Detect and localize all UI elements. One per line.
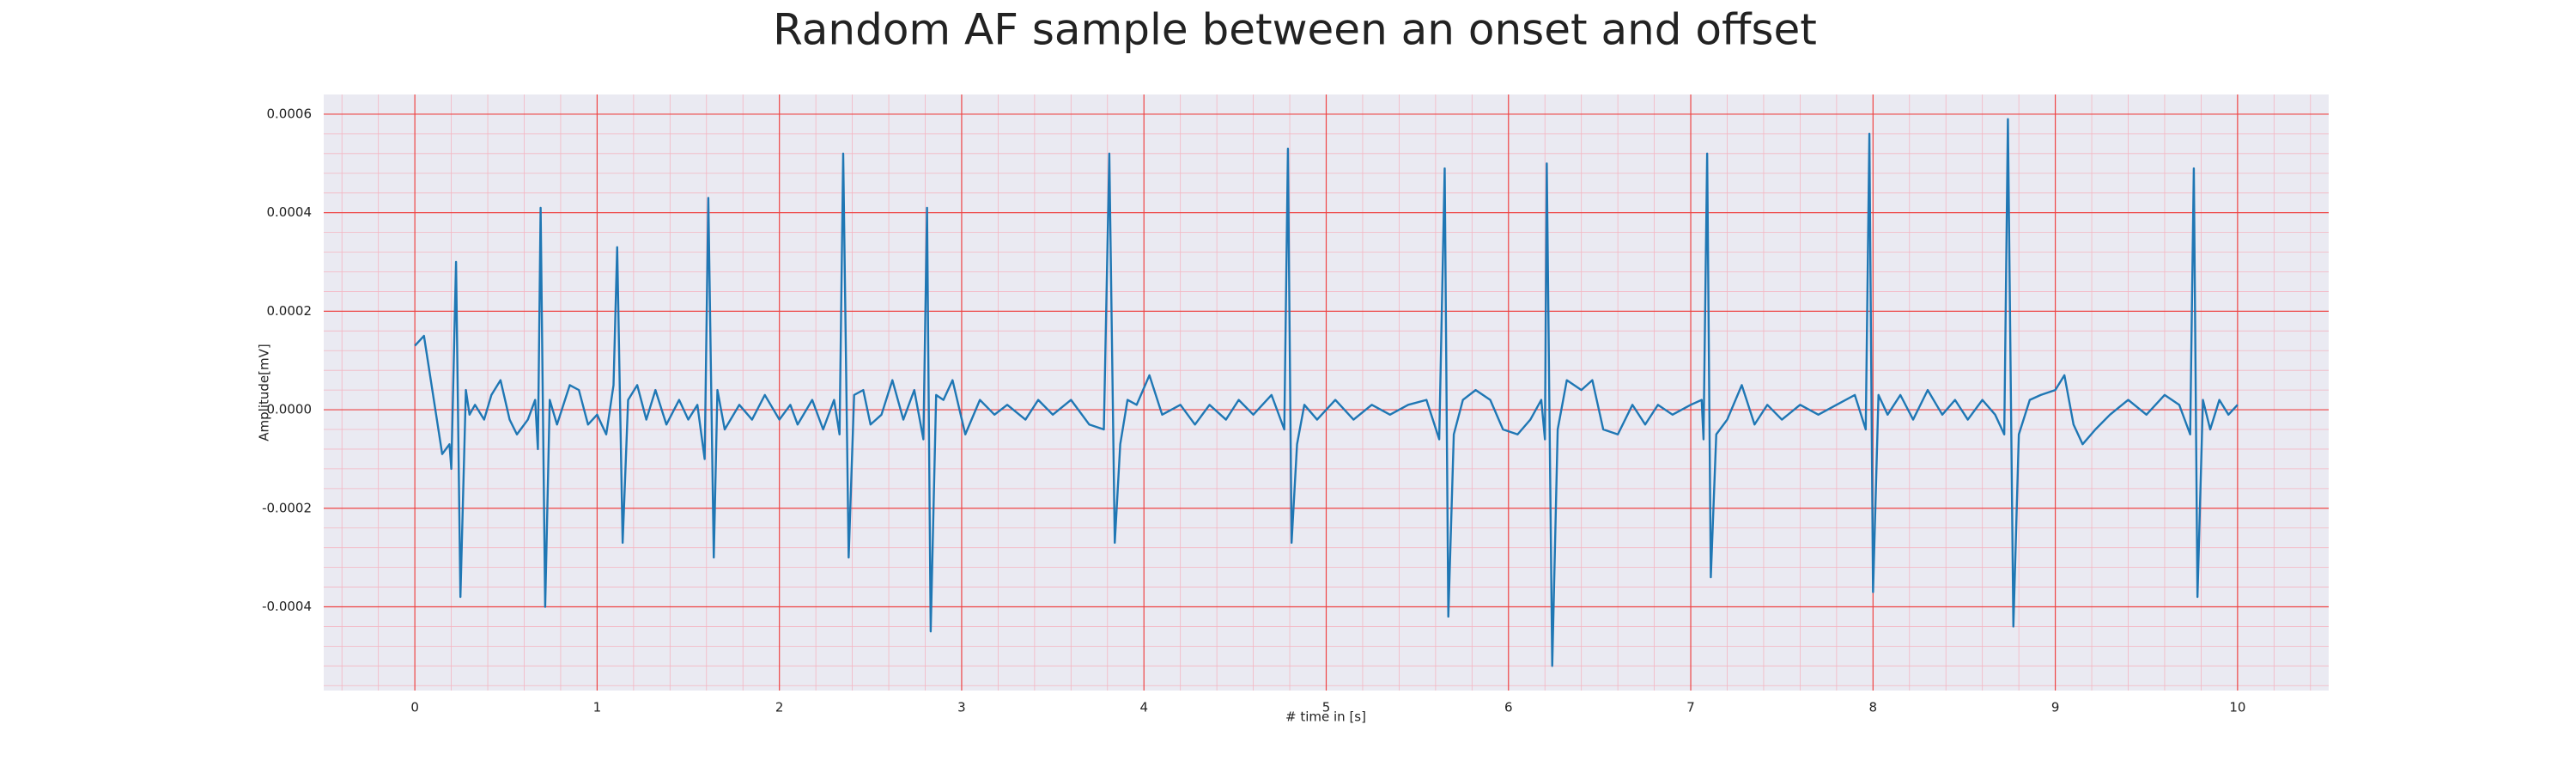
y-tick-label: 0.0004	[267, 204, 313, 220]
x-tick-label: 6	[1504, 700, 1513, 715]
x-tick-label: 10	[2229, 700, 2245, 715]
x-tick-label: 7	[1686, 700, 1695, 715]
x-tick-label: 3	[957, 700, 966, 715]
x-tick-label: 1	[593, 700, 602, 715]
y-tick-label: -0.0004	[262, 599, 312, 614]
signal-line	[414, 118, 2239, 667]
y-tick-label: 0.0000	[267, 402, 313, 417]
x-tick-label: 9	[2051, 700, 2060, 715]
y-axis-label: Amplitude[mV]	[257, 344, 272, 441]
x-tick-label: 2	[775, 700, 784, 715]
x-tick-label: 5	[1322, 700, 1331, 715]
x-tick-label: 4	[1139, 700, 1148, 715]
x-tick-label: 8	[1869, 700, 1878, 715]
chart-title: Random AF sample between an onset and of…	[773, 5, 1817, 55]
y-tick-label: 0.0006	[267, 106, 313, 121]
x-axis-label: # time in [s]	[1285, 709, 1366, 725]
x-tick-label: 0	[410, 700, 419, 715]
y-tick-label: 0.0002	[267, 303, 313, 319]
y-tick-label: -0.0002	[262, 500, 312, 515]
